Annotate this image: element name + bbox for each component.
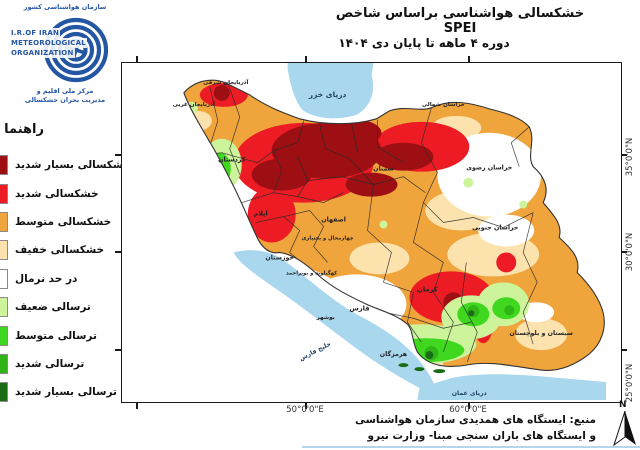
province-label: فارس [349, 304, 369, 312]
gulf-islands [398, 363, 446, 374]
province-labels: آذربایجان شرقی آذربایجان غربی کردستان سمنان… [173, 78, 573, 358]
legend-item: ترسالی ضعیف [0, 293, 131, 321]
province-label: اصفهان [321, 217, 346, 224]
legend-label: خشکسالی شدید [15, 187, 99, 200]
logo-en-line1: I.R.OF IRAN [10, 28, 61, 38]
logo-farsi-top: سازمان هواشناسی کشور [23, 3, 107, 11]
caspian-sea-label: دریای خزر [308, 90, 347, 99]
axis-tick [621, 349, 627, 351]
province-label: سیستان و بلوچستان [509, 330, 573, 337]
legend-label: در حد نرمال [15, 272, 78, 285]
province-label: کردستان [218, 157, 246, 164]
legend-swatch [0, 240, 8, 261]
province-label: هرمزگان [380, 350, 407, 358]
legend-swatch [0, 353, 8, 374]
logo-english-text: I.R.OF IRAN METEOROLOGICAL ORGANIZATION [10, 28, 87, 58]
province-label: خراسان شمالی [422, 102, 465, 108]
province-label: چهارمحال و بختیاری [302, 235, 354, 241]
province-label: ایلام [254, 211, 268, 218]
legend-swatch [0, 211, 8, 232]
x-axis-label-50e: 50°0'0"E [286, 405, 324, 415]
axis-tick [621, 251, 627, 253]
source-line1: منبع: ایستگاه های همدیدی سازمان هواشناسی [354, 414, 596, 426]
legend-title: راهنما [4, 122, 44, 137]
legend-item: در حد نرمال [0, 265, 131, 293]
axis-tick [621, 154, 627, 156]
legend-label: ترسالی ضعیف [15, 301, 91, 314]
logo-en-line3: ORGANIZATION [10, 48, 75, 58]
province-label: کهگیلویه و بویراحمد [286, 269, 337, 276]
legend-swatch [0, 183, 8, 204]
source-line2: و ایستگاه های باران سنجی مبنا- وزارت نیر… [367, 429, 596, 442]
province-label: بوشهر [315, 315, 334, 321]
legend-swatch [0, 382, 8, 403]
legend-item: ترسالی شدید [0, 350, 131, 378]
logo-farsi-bottom: مرکز ملی اقلیم و مدیریت بحران خشکسالی [8, 87, 122, 105]
logo-farsi-bottom-line1: مرکز ملی اقلیم و [36, 87, 94, 95]
spiral-logo-icon [43, 17, 109, 83]
map-frame: دریای خزر خلیج فارس دریای عمان آذربایجان… [121, 62, 622, 403]
province-label: خوزستان [265, 254, 293, 261]
axis-tick [468, 56, 470, 62]
province-label: آذربایجان شرقی [203, 78, 249, 86]
legend-label: خشکسالی بسیار شدید [15, 159, 132, 172]
axis-tick [136, 403, 138, 409]
province-borders [185, 82, 538, 363]
oman-sea [417, 374, 607, 401]
north-arrow: N [611, 400, 640, 450]
legend-item: ترسالی بسیار شدید [0, 378, 131, 406]
legend-swatch [0, 325, 8, 346]
imo-logo: سازمان هواشناسی کشور I.R.OF IRAN METEORO… [8, 3, 122, 107]
legend-item: خشکسالی خفیف [0, 236, 131, 264]
iran-drought-map: دریای خزر خلیج فارس دریای عمان آذربایجان… [173, 63, 607, 401]
axis-tick [115, 154, 121, 156]
legend-items: خشکسالی بسیار شدید خشکسالی شدید خشکسالی مت… [0, 151, 131, 407]
legend-label: ترسالی متوسط [15, 329, 97, 342]
y-axis-label-30n: 30°0'0"N [625, 232, 635, 272]
legend-item: خشکسالی متوسط [0, 208, 131, 236]
persian-gulf [233, 250, 436, 393]
source-note: منبع: ایستگاه های همدیدی سازمان هواشناسی… [355, 413, 596, 444]
legend-swatch [0, 297, 8, 318]
axis-tick [115, 251, 121, 253]
footer-divider [302, 446, 640, 448]
legend-label: خشکسالی خفیف [15, 244, 105, 257]
persian-gulf-label: خلیج فارس [298, 341, 332, 363]
legend-label: ترسالی بسیار شدید [15, 386, 117, 399]
legend-label: ترسالی شدید [15, 357, 85, 370]
province-label: سمنان [373, 166, 394, 173]
axis-tick [305, 56, 307, 62]
axis-tick [305, 403, 307, 409]
legend-swatch [0, 268, 8, 289]
x-axis-label-60e: 60°0'0"E [449, 405, 487, 415]
iran-outline [183, 79, 605, 371]
legend-item: خشکسالی بسیار شدید [0, 151, 131, 179]
legend-label: خشکسالی متوسط [15, 215, 112, 228]
y-axis-label-35n: 35°0'0"N [625, 137, 635, 177]
legend-swatch [0, 155, 8, 176]
axis-tick [136, 56, 138, 62]
legend-item: ترسالی متوسط [0, 321, 131, 349]
logo-en-line2: METEOROLOGICAL [10, 38, 87, 48]
page-subtitle-period: دوره ۴ ماهه تا پایان دی ۱۴۰۴ [338, 36, 510, 50]
axis-tick [115, 349, 121, 351]
north-arrow-icon [613, 410, 636, 447]
province-label: خراسان جنوبی [472, 225, 518, 232]
axis-tick [468, 403, 470, 409]
north-arrow-label: N [619, 400, 627, 410]
oman-sea-label: دریای عمان [452, 390, 487, 397]
province-label: کرمان [417, 285, 438, 293]
logo-farsi-bottom-line2: مدیریت بحران خشکسالی [24, 96, 106, 104]
legend-item: خشکسالی شدید [0, 179, 131, 207]
province-label: خراسان رضوی [466, 165, 512, 172]
caspian-sea [287, 63, 374, 119]
province-label: آذربایجان غربی [173, 100, 216, 108]
page-title: خشکسالی هواشناسی براساس شاخص SPEI [335, 6, 585, 36]
